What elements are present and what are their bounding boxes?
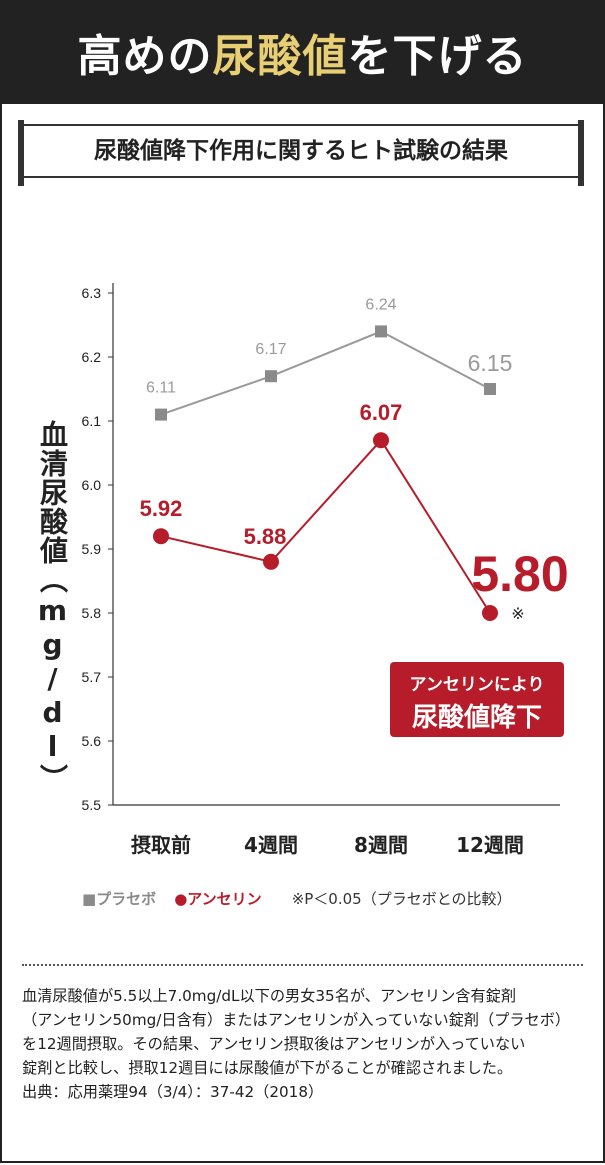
note-source: 出典：応用薬理94（3/4）：37-42（2018） — [22, 1083, 324, 1101]
placebo-data-label: 6.11 — [146, 380, 176, 397]
placebo-data-label: 6.24 — [365, 296, 396, 313]
y-axis-label: 血清尿酸値（mg/dl） — [36, 420, 69, 793]
callout-line-2: 尿酸値降下 — [411, 703, 542, 733]
subtitle-box: 尿酸値降下作用に関するヒト試験の結果 — [18, 120, 584, 186]
anserine-point — [153, 528, 169, 545]
y-tick-label: 6.0 — [82, 477, 102, 493]
x-tick-label: 8週間 — [354, 833, 408, 857]
placebo-data-label: 6.17 — [255, 341, 286, 358]
anserine-data-label: 5.92 — [140, 496, 183, 521]
title-part-2: 尿酸値 — [212, 31, 348, 82]
placebo-point — [155, 408, 167, 421]
dotted-divider — [22, 964, 583, 966]
anserine-series-line — [160, 438, 491, 614]
note-line-4: 錠剤と比較し、摂取12週目には尿酸値が下がることが確認されました。 — [22, 1059, 513, 1077]
note-line-1: 血清尿酸値が5.5以上7.0mg/dL以下の男女35名が、アンセリン含有錠剤 — [22, 987, 517, 1005]
placebo-data-label: 6.15 — [468, 350, 513, 376]
y-tick-label: 5.7 — [82, 669, 102, 685]
placebo-point — [484, 383, 496, 395]
title-part-3: を下げる — [347, 31, 528, 82]
note-line-2: （アンセリン50mg/日含有）またはアンセリンが入っていない錠剤（プラセボ） — [22, 1011, 571, 1029]
y-tick-label: 5.5 — [82, 797, 102, 813]
page-title: 高めの尿酸値を下げる — [0, 20, 605, 84]
significance-mark: ※ — [511, 604, 524, 623]
title-part-1: 高めの — [77, 31, 213, 82]
y-tick-label: 5.8 — [82, 605, 102, 621]
chart-legend: ■プラセボ ●アンセリン ※P＜0.05（プラセボとの比較） — [82, 888, 512, 909]
header-banner: 高めの尿酸値を下げる — [0, 0, 605, 104]
legend-placebo: ■プラセボ — [82, 890, 157, 908]
legend-significance-note: ※P＜0.05（プラセボとの比較） — [291, 890, 512, 908]
anserine-data-label: 5.80 — [471, 546, 568, 602]
x-tick-label: 4週間 — [244, 833, 298, 857]
y-tick-label: 6.3 — [82, 285, 102, 301]
y-tick-label: 6.1 — [82, 413, 102, 429]
anserine-point — [373, 432, 389, 449]
y-tick-label: 5.6 — [82, 733, 102, 749]
x-tick-label: 12週間 — [456, 833, 524, 857]
legend-anserine: ●アンセリン — [174, 890, 262, 908]
placebo-point — [265, 370, 277, 383]
y-tick-label: 5.9 — [82, 541, 102, 557]
y-tick-label: 6.2 — [82, 349, 102, 365]
callout-line-1: アンセリンにより — [409, 675, 545, 695]
content-frame — [0, 104, 605, 1163]
placebo-point — [375, 325, 387, 338]
line-chart: 5.5 5.6 5.7 5.8 5.9 6.0 6.1 6.2 6.3 摂取前 4週間 8週間 12週間… — [82, 283, 569, 857]
anserine-point — [263, 553, 279, 570]
x-tick-label: 摂取前 — [131, 833, 191, 857]
chart-subtitle: 尿酸値降下作用に関するヒト試験の結果 — [94, 138, 508, 164]
anserine-data-label: 6.07 — [360, 400, 403, 425]
placebo-series-line — [160, 330, 491, 416]
note-line-3: を12週間摂取。その結果、アンセリン摂取後はアンセリンが入っていない — [22, 1035, 526, 1053]
study-note: 血清尿酸値が5.5以上7.0mg/dL以下の男女35名が、アンセリン含有錠剤 （… — [22, 984, 587, 1104]
anserine-data-label: 5.88 — [244, 524, 287, 549]
anserine-point — [482, 605, 498, 621]
result-callout: アンセリンにより 尿酸値降下 — [390, 662, 564, 737]
